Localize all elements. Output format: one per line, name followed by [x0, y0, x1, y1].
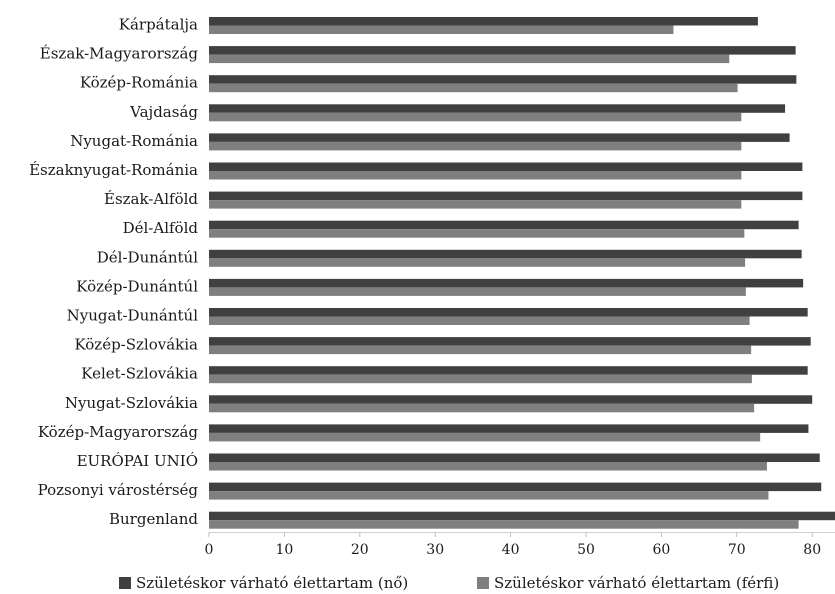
bars-group — [209, 17, 835, 529]
category-labels: Kárpátalja Észak-Magyarország Közép-Románi… — [29, 16, 198, 529]
x-tick-label: 20 — [351, 542, 369, 558]
bar-female — [209, 162, 803, 171]
bar-male — [209, 287, 746, 296]
bar-female — [209, 337, 811, 346]
x-tick-label: 30 — [426, 542, 444, 558]
bar-female — [209, 278, 804, 288]
bar-male — [209, 345, 752, 355]
bar-female — [209, 104, 786, 113]
bar-male — [209, 520, 799, 529]
bar-male — [209, 374, 752, 384]
x-axis: 0 10 20 30 40 50 60 70 80 — [205, 532, 835, 558]
category-label: Nyugat-Dunántúl — [67, 307, 199, 325]
bar-male — [209, 54, 730, 64]
bar-female — [209, 482, 822, 492]
category-label: EURÓPAI UNIÓ — [77, 452, 198, 470]
category-label: Pozsonyi várostérség — [38, 481, 199, 499]
bar-male — [209, 491, 769, 500]
bar-male — [209, 403, 755, 413]
category-label: Észak-Alföld — [104, 190, 198, 208]
bar-male — [209, 112, 742, 122]
bar-female — [209, 424, 809, 433]
category-label: Dél-Dunántúl — [97, 248, 198, 266]
category-label: Dél-Alföld — [123, 219, 199, 237]
bar-female — [209, 395, 813, 404]
bar-male — [209, 432, 761, 442]
bar-male — [209, 25, 674, 34]
bar-male — [209, 171, 742, 180]
bar-male — [209, 141, 742, 151]
bar-female — [209, 75, 797, 84]
category-label: Burgenland — [109, 510, 198, 528]
category-label: Észak-Magyarország — [40, 45, 199, 63]
legend: Születéskor várható élettartam (nő) Szüle… — [119, 574, 779, 592]
legend-label: Születéskor várható élettartam (férfi) — [494, 574, 779, 592]
category-label: Északnyugat-Románia — [29, 161, 198, 179]
bar-male — [209, 258, 746, 267]
bar-female — [209, 191, 803, 201]
bar-male — [209, 316, 750, 325]
x-tick-label: 50 — [577, 542, 595, 558]
x-tick-label: 40 — [502, 542, 520, 558]
legend-swatch — [477, 577, 489, 589]
bar-female — [209, 453, 820, 462]
category-label: Nyugat-Románia — [70, 132, 198, 150]
category-label: Nyugat-Szlovákia — [65, 394, 198, 412]
bar-male — [209, 462, 767, 471]
bar-female — [209, 511, 835, 521]
category-label: Vajdaság — [129, 103, 198, 121]
x-tick-label: 10 — [275, 542, 293, 558]
x-tick-label: 0 — [205, 542, 214, 558]
bar-male — [209, 229, 745, 238]
bar-female — [209, 308, 808, 317]
bar-female — [209, 133, 790, 142]
category-label: Közép-Románia — [80, 74, 198, 92]
bar-female — [209, 17, 758, 26]
x-tick-label: 70 — [728, 542, 746, 558]
bar-female — [209, 366, 808, 375]
bar-male — [209, 200, 742, 209]
bar-female — [209, 220, 799, 230]
legend-label: Születéskor várható élettartam (nő) — [136, 574, 408, 592]
category-label: Kárpátalja — [119, 16, 198, 34]
x-tick-label: 60 — [652, 542, 670, 558]
bar-female — [209, 249, 802, 259]
category-label: Kelet-Szlovákia — [81, 365, 198, 383]
bar-male — [209, 83, 738, 93]
legend-swatch — [119, 577, 131, 589]
bar-female — [209, 46, 796, 55]
category-label: Közép-Magyarország — [38, 423, 199, 441]
x-tick-label: 80 — [803, 542, 821, 558]
category-label: Közép-Dunántúl — [76, 277, 198, 295]
category-label: Közép-Szlovákia — [74, 336, 198, 354]
